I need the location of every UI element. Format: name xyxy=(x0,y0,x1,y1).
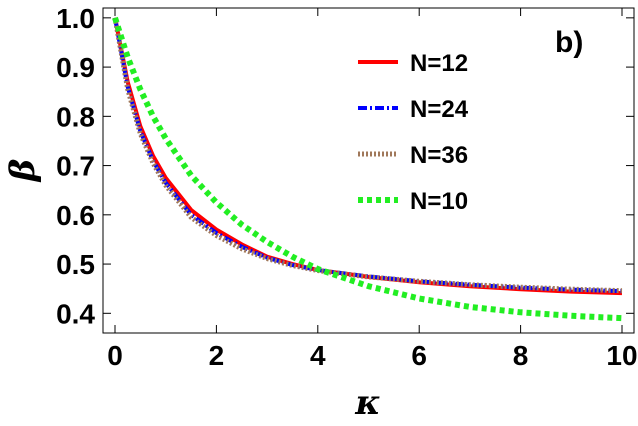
x-axis-title: κ xyxy=(354,383,380,423)
series-line-n24 xyxy=(113,17,623,294)
y-tick-label: 0.8 xyxy=(56,101,95,132)
series-line-n36 xyxy=(112,17,623,294)
axes xyxy=(102,7,635,334)
legend-label: N=10 xyxy=(410,188,468,215)
x-tick-label: 2 xyxy=(209,340,225,371)
y-tick-label: 0.7 xyxy=(56,151,95,182)
plot-frame xyxy=(102,7,635,334)
legend: N=12 N=24 N=36 N=10 xyxy=(358,50,469,215)
series-line-n12 xyxy=(113,17,623,296)
y-tick-label: 0.6 xyxy=(56,200,95,231)
x-tick-label: 6 xyxy=(411,340,427,371)
x-tick-label: 0 xyxy=(107,340,123,371)
y-axis-title: β xyxy=(3,159,43,184)
legend-label: N=24 xyxy=(410,96,469,123)
y-tick-label: 0.4 xyxy=(56,298,95,329)
x-tick-label: 8 xyxy=(513,340,529,371)
y-tick-label: 0.5 xyxy=(56,249,95,280)
x-tick-label: 4 xyxy=(310,340,326,371)
legend-label: N=12 xyxy=(410,50,468,77)
y-tick-label: 1.0 xyxy=(56,3,95,34)
legend-label: N=36 xyxy=(410,142,468,169)
ticks: 0 2 4 6 8 10 0.4 0.5 0.6 0.7 0.8 0.9 1.0 xyxy=(56,3,638,371)
curves xyxy=(112,16,623,322)
y-tick-label: 0.9 xyxy=(56,52,95,83)
panel-label: b) xyxy=(555,26,583,59)
x-tick-label: 10 xyxy=(606,340,637,371)
